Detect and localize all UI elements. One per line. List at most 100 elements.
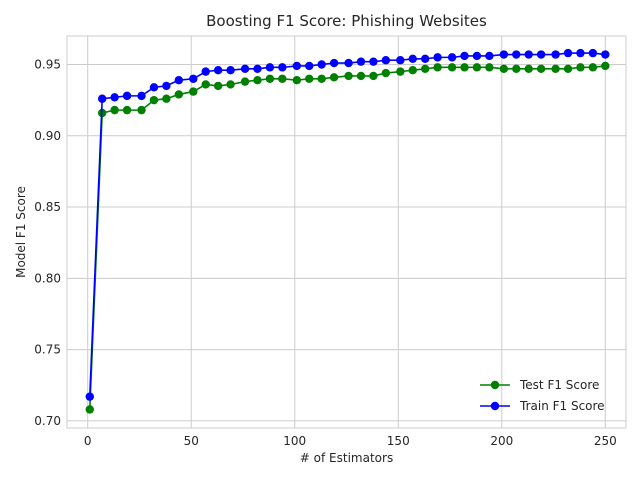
data-point: [110, 93, 119, 102]
y-tick-label: 0.95: [34, 58, 61, 72]
x-tick-label: 150: [387, 434, 410, 448]
data-point: [162, 94, 171, 103]
x-tick-label: 250: [594, 434, 617, 448]
data-point: [189, 87, 198, 96]
data-point: [433, 63, 442, 72]
data-point: [292, 61, 302, 71]
data-point: [149, 95, 159, 105]
data-point: [485, 51, 494, 61]
data-point: [396, 56, 405, 65]
data-point: [551, 64, 560, 73]
legend-marker: [490, 380, 500, 390]
y-axis-label: Model F1 Score: [14, 186, 28, 278]
data-point: [149, 83, 159, 92]
legend: Test F1 Score Train F1 Score: [480, 378, 605, 413]
x-tick-label: 200: [490, 434, 513, 448]
data-point: [524, 50, 533, 59]
data-point: [563, 48, 573, 58]
data-point: [524, 64, 533, 73]
data-point: [240, 77, 250, 86]
legend-label: Train F1 Score: [519, 399, 605, 413]
data-point: [408, 54, 417, 64]
data-point: [137, 105, 146, 115]
data-point: [213, 81, 223, 91]
data-point: [253, 64, 262, 73]
series-line: [88, 52, 606, 397]
data-point: [253, 75, 262, 85]
x-tick-label: 100: [283, 434, 306, 448]
data-point: [174, 75, 183, 85]
y-tick-label: 0.75: [34, 343, 61, 357]
data-point: [110, 105, 119, 115]
data-point: [356, 57, 366, 66]
data-point: [433, 53, 442, 62]
data-point: [499, 64, 509, 73]
ticks: 0 50 100 150 200 250 0.70 0.75 0.80 0.85 0.90 0.95: [34, 58, 616, 448]
data-point: [317, 74, 326, 83]
data-point: [329, 73, 339, 82]
data-point: [344, 71, 353, 81]
data-point: [174, 90, 183, 99]
data-point: [512, 64, 521, 73]
y-tick-label: 0.85: [34, 200, 61, 214]
data-point: [536, 64, 546, 73]
data-point: [292, 75, 302, 85]
series-train: [85, 48, 610, 401]
data-point: [317, 60, 326, 69]
y-tick-label: 0.80: [34, 271, 61, 285]
grid: [67, 36, 626, 428]
data-point: [85, 392, 94, 401]
data-point: [240, 64, 250, 73]
x-tick-label: 0: [84, 434, 92, 448]
data-point: [447, 53, 457, 62]
data-point: [381, 68, 391, 78]
data-point: [122, 105, 132, 115]
data-point: [226, 80, 235, 89]
data-point: [162, 81, 171, 91]
series-line: [88, 65, 606, 410]
data-point: [563, 64, 573, 73]
data-point: [189, 74, 198, 83]
legend-item: Train F1 Score: [480, 399, 605, 413]
data-point: [369, 57, 378, 66]
data-point: [396, 67, 405, 76]
y-tick-label: 0.90: [34, 129, 61, 143]
data-point: [485, 63, 494, 72]
data-point: [601, 50, 610, 59]
data-point: [512, 50, 521, 59]
data-point: [472, 51, 482, 61]
data-point: [588, 63, 598, 72]
data-point: [137, 91, 146, 101]
data-point: [536, 50, 546, 59]
x-axis-label: # of Estimators: [300, 451, 393, 465]
data-point: [265, 63, 275, 72]
data-point: [226, 66, 235, 75]
data-point: [551, 50, 560, 59]
data-point: [447, 63, 457, 72]
y-tick-label: 0.70: [34, 414, 61, 428]
data-point: [408, 66, 417, 75]
data-point: [460, 51, 469, 61]
legend-marker: [490, 401, 500, 411]
data-point: [305, 61, 314, 71]
data-point: [213, 66, 223, 75]
legend-label: Test F1 Score: [519, 378, 599, 392]
data-point: [576, 48, 585, 58]
data-point: [499, 50, 509, 59]
data-point: [305, 74, 314, 83]
data-point: [356, 71, 366, 81]
data-point: [460, 63, 469, 72]
data-point: [329, 58, 339, 68]
data-point: [472, 63, 482, 72]
data-point: [85, 405, 94, 414]
data-point: [369, 71, 378, 81]
chart-title: Boosting F1 Score: Phishing Websites: [206, 12, 487, 30]
data-point: [201, 67, 210, 76]
data-point: [588, 48, 598, 58]
series-layer: [85, 48, 610, 414]
data-point: [278, 63, 287, 72]
x-tick-label: 50: [184, 434, 199, 448]
data-point: [97, 94, 107, 103]
data-point: [381, 56, 391, 65]
